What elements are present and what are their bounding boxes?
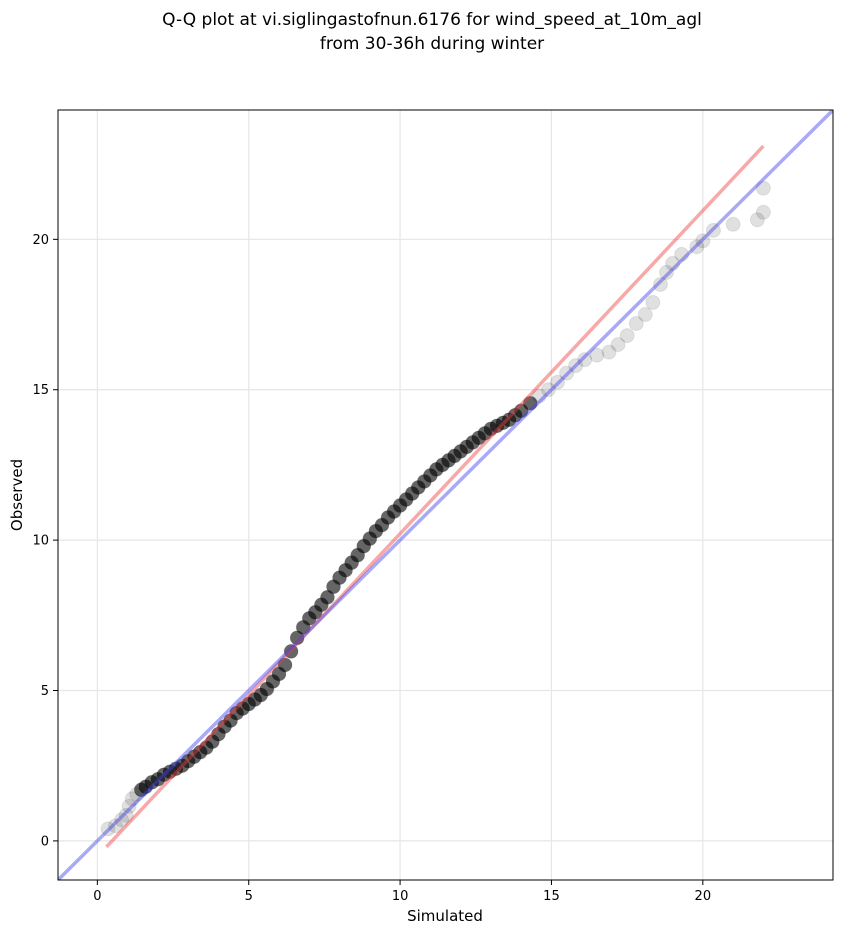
y-tick-label: 0 (41, 834, 49, 849)
quantile-point-dense (278, 657, 293, 672)
quantile-point-dense (523, 396, 538, 411)
x-tick-label: 0 (93, 889, 101, 904)
quantile-point (725, 216, 741, 232)
quantile-points (100, 180, 771, 837)
quantile-point (658, 264, 674, 280)
quantile-point (665, 255, 681, 271)
y-tick-label: 5 (41, 684, 49, 699)
quantile-point (114, 812, 130, 828)
y-axis-label: Observed (8, 459, 26, 531)
quantile-point (121, 798, 137, 814)
quantile-point (695, 233, 711, 249)
fit-line (105, 144, 765, 849)
x-tick-label: 10 (392, 889, 409, 904)
quantile-point (601, 344, 617, 360)
x-tick-label: 20 (695, 889, 712, 904)
quantile-point (628, 316, 644, 332)
y-tick-label: 20 (32, 233, 49, 248)
quantile-point (589, 347, 605, 363)
quantile-point (619, 328, 635, 344)
quantile-point (531, 388, 547, 404)
x-axis-ticks: 0 5 10 15 20 (93, 880, 711, 904)
identity-line (58, 110, 833, 880)
quantile-point (749, 212, 765, 228)
quantile-point (559, 365, 575, 381)
y-tick-label: 15 (32, 383, 49, 398)
quantile-point (577, 352, 593, 368)
quantile-point (645, 295, 661, 310)
quantile-point-dense (290, 630, 305, 645)
quantile-point (540, 382, 556, 398)
quantile-point (124, 791, 140, 807)
x-tick-label: 5 (245, 889, 253, 904)
quantile-point-dense (284, 644, 299, 659)
quantile-point (705, 222, 721, 238)
quantile-point (755, 204, 771, 220)
y-axis-ticks: 0 5 10 15 20 (32, 233, 58, 849)
reference-lines (58, 110, 833, 880)
quantile-point (689, 239, 705, 255)
quantile-point (637, 307, 653, 323)
quantile-point (674, 246, 690, 262)
quantile-point (550, 374, 566, 390)
quantile-point (108, 818, 124, 834)
grid-lines (58, 110, 833, 880)
quantile-point (755, 180, 771, 196)
x-tick-label: 15 (543, 889, 560, 904)
quantile-point (568, 358, 584, 374)
quantile-point (610, 337, 626, 353)
x-axis-label: Simulated (407, 907, 483, 925)
chart-title-line2: from 30-36h during winter (320, 34, 544, 54)
chart-title-line1: Q-Q plot at vi.siglingastofnun.6176 for … (162, 10, 702, 30)
quantile-point (100, 821, 116, 837)
y-tick-label: 10 (32, 534, 49, 549)
plot-frame (57, 109, 834, 881)
quantile-point (652, 276, 668, 292)
quantile-point-dense (320, 590, 335, 605)
quantile-point (118, 807, 134, 823)
